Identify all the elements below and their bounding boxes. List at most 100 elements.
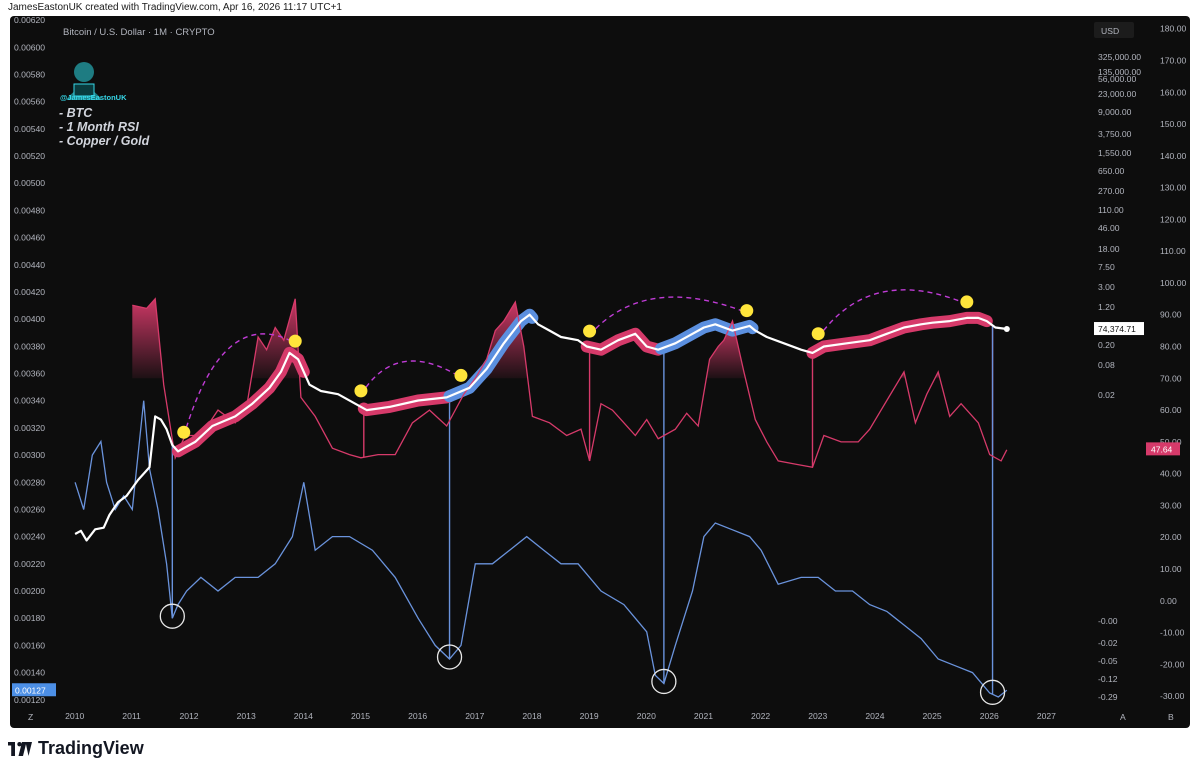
cycle-markers: [171, 325, 994, 695]
time-axis-tick: 2024: [865, 711, 884, 721]
time-axis-tick: 2020: [637, 711, 656, 721]
btc-bull-band: [172, 346, 310, 458]
time-axis-tick: 2026: [980, 711, 999, 721]
time-axis-tick: 2012: [179, 711, 198, 721]
btc-axis-tick: 1.20: [1098, 302, 1115, 312]
left-axis-tick: 0.00540: [14, 124, 45, 134]
rsi-axis-tick: 60.00: [1160, 405, 1182, 415]
left-axis-tick: 0.00360: [14, 369, 45, 379]
chart-svg[interactable]: @JamesEastonUK Bitcoin / U.S. Dollar · 1…: [10, 16, 1190, 728]
corner-label-z[interactable]: Z: [28, 712, 33, 722]
left-axis-tick: 0.00400: [14, 314, 45, 324]
btc-axis-tick: 270.00: [1098, 186, 1125, 196]
left-axis-tick: 0.00180: [14, 613, 45, 623]
left-axis-tick: 0.00580: [14, 69, 45, 79]
tradingview-logo[interactable]: TradingView: [8, 738, 144, 759]
credit-bar: JamesEastonUK created with TradingView.c…: [0, 0, 1200, 16]
left-axis-tick: 0.00340: [14, 396, 45, 406]
cycle-arc: [360, 360, 462, 396]
annotation-rsi: - 1 Month RSI: [59, 120, 139, 134]
btc-axis-tick: 23,000.00: [1098, 89, 1136, 99]
time-axis-tick: 2021: [694, 711, 713, 721]
rsi-axis: 180.00 170.00 160.00 150.00 140.00 130.00 120.…: [1160, 24, 1187, 701]
tradingview-icon: [8, 741, 32, 756]
rsi-axis-tick: 160.00: [1160, 87, 1187, 97]
time-axis-tick: 2025: [923, 711, 942, 721]
btc-axis-tick: -0.02: [1098, 638, 1118, 648]
left-axis-tick: 0.00160: [14, 640, 45, 650]
btc-axis-tick: 0.08: [1098, 360, 1115, 370]
cycle-arc: [817, 289, 968, 339]
btc-axis-tick: 46.00: [1098, 223, 1120, 233]
author-handle: @JamesEastonUK: [60, 93, 127, 102]
rsi-axis-tick: -20.00: [1160, 659, 1185, 669]
cycle-dot: [454, 368, 468, 382]
rsi-axis-tick: 90.00: [1160, 310, 1182, 320]
currency-box[interactable]: [1094, 22, 1134, 38]
btc-axis-tick: 7.50: [1098, 262, 1115, 272]
bottom-circle: [651, 668, 677, 695]
copper-gold-last-value-box: [12, 683, 56, 697]
btc-axis-tick: 56,000.00: [1098, 74, 1136, 84]
cycle-arcs: [183, 289, 968, 437]
btc-axis-tick: -0.29: [1098, 692, 1118, 702]
left-axis-tick: 0.00120: [14, 695, 45, 705]
copper-gold-last-value: 0.00127: [15, 685, 46, 695]
time-axis-tick: 2023: [808, 711, 827, 721]
rsi-axis-tick: 30.00: [1160, 500, 1182, 510]
cycle-arc: [589, 296, 748, 336]
btc-axis-tick: -0.00: [1098, 616, 1118, 626]
bottom-circle: [979, 679, 1006, 705]
rsi-axis-tick: 150.00: [1160, 119, 1187, 129]
left-axis-tick: 0.00620: [14, 16, 45, 25]
left-axis-tick: 0.00560: [14, 97, 45, 107]
brand-name: TradingView: [38, 738, 144, 758]
time-axis-tick: 2016: [408, 711, 427, 721]
time-axis-tick: 2011: [122, 711, 141, 721]
cycle-dot: [177, 425, 191, 439]
rsi-axis-tick: -10.00: [1160, 628, 1185, 638]
rsi-overbought-area: [132, 298, 164, 379]
symbol-title: Bitcoin / U.S. Dollar · 1M · CRYPTO: [63, 27, 215, 38]
btc-bull-band: [806, 311, 993, 359]
rsi-axis-tick: 180.00: [1160, 24, 1187, 34]
btc-axis-tick: 9,000.00: [1098, 107, 1132, 117]
cycle-dot: [288, 334, 302, 348]
left-axis-tick: 0.00420: [14, 287, 45, 297]
left-axis-tick: 0.00500: [14, 178, 45, 188]
left-axis-tick: 0.00520: [14, 151, 45, 161]
corner-label-a[interactable]: A: [1120, 712, 1126, 722]
time-axis-tick: 2017: [465, 711, 484, 721]
rsi-axis-tick: 70.00: [1160, 373, 1182, 383]
series-lines: [74, 297, 1008, 698]
btc-last-value: 74,374.71: [1098, 324, 1136, 334]
cycle-dot: [740, 304, 754, 318]
rsi-axis-tick: 50.00: [1160, 437, 1182, 447]
time-axis-tick: 2018: [522, 711, 541, 721]
time-axis-tick: 2010: [65, 711, 84, 721]
time-axis-tick: 2022: [751, 711, 770, 721]
left-axis-tick: 0.00140: [14, 668, 45, 678]
last-value-labels: 74,374.71 47.64 0.00127: [12, 322, 1180, 697]
cycle-dot: [960, 295, 974, 309]
chart-panel[interactable]: @JamesEastonUK Bitcoin / U.S. Dollar · 1…: [10, 16, 1190, 728]
left-axis-tick: 0.00320: [14, 423, 45, 433]
rsi-axis-tick: 40.00: [1160, 469, 1182, 479]
annotation-copper-gold: - Copper / Gold: [59, 134, 150, 148]
left-axis-tick: 0.00380: [14, 341, 45, 351]
rsi-axis-tick: 110.00: [1160, 246, 1186, 256]
rsi-line: [132, 297, 1008, 469]
rsi-axis-tick: 20.00: [1160, 532, 1182, 542]
rsi-axis-tick: 80.00: [1160, 342, 1182, 352]
corner-label-b[interactable]: B: [1168, 712, 1174, 722]
left-axis-tick: 0.00220: [14, 559, 45, 569]
btc-last-value-box: [1094, 322, 1144, 336]
btc-axis-tick: 1,550.00: [1098, 148, 1132, 158]
btc-line: [74, 313, 1007, 542]
bottom-circle: [159, 603, 185, 629]
btc-last-point: [1003, 326, 1010, 333]
currency-label[interactable]: USD: [1101, 26, 1119, 36]
left-axis-tick: 0.00480: [14, 205, 45, 215]
btc-axis-tick: -0.05: [1098, 656, 1118, 666]
cycle-dot: [583, 324, 597, 338]
